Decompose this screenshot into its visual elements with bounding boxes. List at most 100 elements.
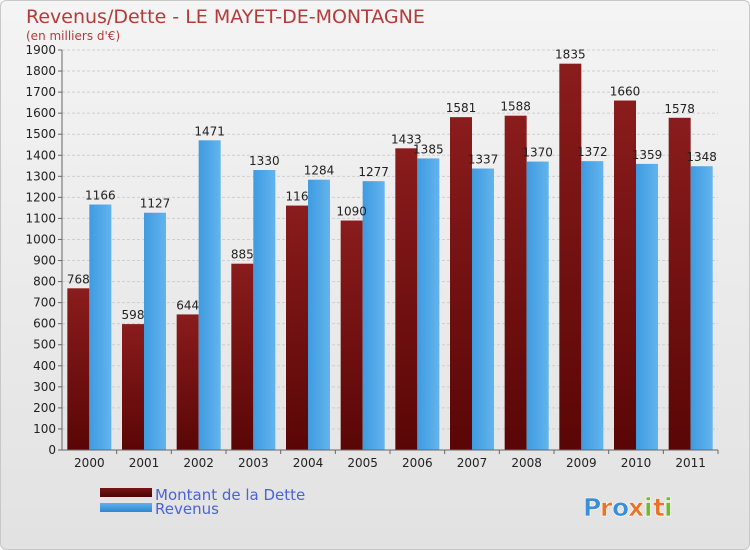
x-tick-label: 2009 <box>566 456 597 470</box>
legend: Montant de la Dette Revenus <box>100 486 305 518</box>
y-tick-label: 1800 <box>25 64 56 78</box>
data-label: 1433 <box>391 132 422 146</box>
chart-title: Revenus/Dette - LE MAYET-DE-MONTAGNE <box>26 6 425 28</box>
chart-subtitle: (en milliers d'€) <box>26 29 120 43</box>
x-tick-label: 2002 <box>183 456 214 470</box>
data-label: 1090 <box>336 205 367 219</box>
bar-dette <box>504 115 527 451</box>
data-label: 1578 <box>664 102 695 116</box>
data-label: 1330 <box>249 154 280 168</box>
x-axis-ticks: 2000 2001 2002 2003 2004 2005 2006 2007 2008 2009… <box>74 450 719 470</box>
bar-dette <box>395 148 418 450</box>
bar-dette <box>122 324 144 450</box>
bar-revenus <box>198 140 221 450</box>
x-tick-label: 2008 <box>511 456 542 470</box>
data-label: 1127 <box>140 197 171 211</box>
y-tick-label: 500 <box>33 338 56 352</box>
bar-dette <box>340 220 363 450</box>
logo-letter: t <box>653 493 665 522</box>
data-labels: 768 1166 598 1127 644 1471 885 1330 116 1284 1090 1… <box>67 48 717 322</box>
data-label: 768 <box>67 272 90 286</box>
x-tick-label: 2011 <box>675 456 706 470</box>
x-tick-label: 2004 <box>293 456 324 470</box>
bar-revenus <box>253 170 276 450</box>
x-tick-label: 2007 <box>457 456 488 470</box>
data-label: 1370 <box>522 146 553 160</box>
data-label: 1359 <box>632 148 663 162</box>
y-tick-label: 1300 <box>25 169 56 183</box>
bar-dette <box>286 205 308 450</box>
data-label: 885 <box>231 248 254 262</box>
y-tick-label: 1100 <box>25 211 56 225</box>
data-label: 1337 <box>468 153 499 167</box>
bar-dette <box>231 263 254 450</box>
data-label: 1835 <box>555 48 586 62</box>
bar-revenus <box>636 163 658 451</box>
bar-revenus <box>690 166 713 451</box>
y-tick-label: 800 <box>33 275 56 289</box>
data-label: 644 <box>176 298 199 312</box>
bar-dette <box>559 63 582 451</box>
data-label: 1581 <box>446 101 477 115</box>
legend-label-dette: Montant de la Dette <box>155 486 305 504</box>
y-tick-label: 0 <box>48 443 56 457</box>
y-tick-label: 1900 <box>25 43 56 57</box>
bar-revenus <box>472 168 494 451</box>
y-tick-label: 1400 <box>25 148 56 162</box>
logo-letter: x <box>628 493 644 522</box>
y-tick-label: 100 <box>33 422 56 436</box>
y-tick-label: 700 <box>33 296 56 310</box>
bars <box>67 63 713 451</box>
data-label: 1166 <box>85 189 116 203</box>
logo-letter: o <box>612 493 629 522</box>
bar-dette <box>614 100 636 451</box>
legend-swatch-revenus <box>100 503 152 512</box>
data-label: 1277 <box>358 165 389 179</box>
y-tick-label: 300 <box>33 380 56 394</box>
logo-letter: i <box>664 493 673 522</box>
data-label: 1660 <box>610 85 641 99</box>
y-tick-label: 200 <box>33 401 56 415</box>
y-tick-label: 1200 <box>25 190 56 204</box>
data-label: 116 <box>286 190 309 204</box>
y-tick-label: 900 <box>33 254 56 268</box>
y-tick-label: 400 <box>33 359 56 373</box>
y-tick-label: 1500 <box>25 127 56 141</box>
data-label: 1348 <box>686 150 717 164</box>
bar-revenus <box>144 212 166 450</box>
y-axis-ticks: 0 100 200 300 400 500 600 700 800 900 1000 1100 1200… <box>25 43 62 457</box>
data-label: 1385 <box>413 142 444 156</box>
x-tick-label: 2010 <box>621 456 652 470</box>
x-tick-label: 2005 <box>347 456 378 470</box>
data-label: 1372 <box>577 145 608 159</box>
y-tick-label: 1700 <box>25 85 56 99</box>
bar-revenus <box>417 158 440 450</box>
bar-dette <box>668 117 691 450</box>
logo-letter: i <box>644 493 653 522</box>
x-tick-label: 2003 <box>238 456 269 470</box>
x-tick-label: 2000 <box>74 456 105 470</box>
legend-label-revenus: Revenus <box>155 500 219 518</box>
data-label: 1588 <box>500 100 531 114</box>
bar-revenus <box>581 161 604 450</box>
bar-revenus <box>89 204 112 450</box>
y-tick-label: 1600 <box>25 106 56 120</box>
bar-revenus <box>308 179 330 450</box>
logo-letter: r <box>600 493 613 522</box>
legend-swatch-dette <box>100 488 152 497</box>
x-tick-label: 2006 <box>402 456 433 470</box>
bar-dette <box>450 117 472 450</box>
data-label: 1284 <box>304 164 335 178</box>
y-tick-label: 600 <box>33 317 56 331</box>
bar-revenus <box>526 161 549 450</box>
bar-revenus <box>362 181 385 450</box>
x-tick-label: 2001 <box>129 456 160 470</box>
proxiti-logo: Pr ox i t i <box>583 493 673 523</box>
bar-dette <box>176 314 199 450</box>
data-label: 598 <box>122 308 145 322</box>
bar-dette <box>67 288 90 450</box>
y-tick-label: 1000 <box>25 232 56 246</box>
logo-letter: P <box>583 493 601 522</box>
grid <box>62 49 718 430</box>
